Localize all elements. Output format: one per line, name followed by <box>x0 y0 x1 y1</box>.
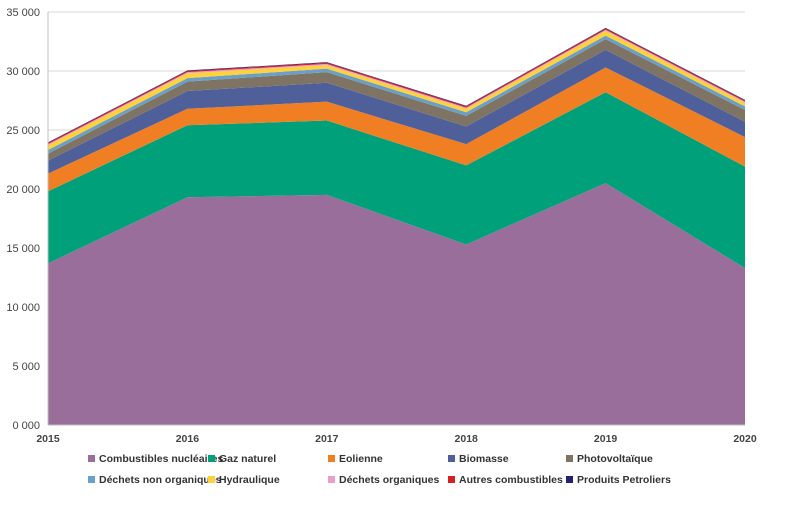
legend-label: Gaz naturel <box>219 453 276 465</box>
legend-swatch <box>566 455 573 462</box>
x-axis: 2015 2016 2017 2018 2019 2020 <box>36 433 757 445</box>
y-tick-label: 30 000 <box>6 66 40 78</box>
y-tick-label: 5 000 <box>12 361 40 373</box>
legend-swatch <box>448 476 455 483</box>
x-tick-label: 2017 <box>315 433 339 445</box>
y-tick-label: 20 000 <box>6 184 40 196</box>
legend-swatch <box>448 455 455 462</box>
area-series-1 <box>48 183 745 425</box>
legend-label: Combustibles nucléaires <box>99 453 223 465</box>
y-axis: 0 000 5 000 10 000 15 000 20 000 25 000 30 000… <box>6 7 40 432</box>
y-tick-label: 15 000 <box>6 243 40 255</box>
area-series-7 <box>48 30 745 151</box>
area-series-3 <box>48 67 745 192</box>
area-series-2 <box>48 92 745 269</box>
x-tick-label: 2019 <box>594 433 618 445</box>
area-series-5 <box>48 39 745 161</box>
legend-label: Déchets non organiques <box>99 474 222 486</box>
y-tick-label: 0 000 <box>12 420 40 432</box>
legend-swatch <box>208 455 215 462</box>
x-tick-label: 2015 <box>36 433 60 445</box>
legend-label: Biomasse <box>459 453 509 465</box>
legend-swatch <box>328 455 335 462</box>
legend-label: Photovoltaïque <box>577 453 653 465</box>
y-tick-label: 35 000 <box>6 7 40 19</box>
legend-label: Autres combustibles <box>459 474 563 486</box>
y-tick-label: 25 000 <box>6 125 40 137</box>
legend-swatch <box>328 476 335 483</box>
legend-swatch <box>208 476 215 483</box>
legend-swatch <box>566 476 573 483</box>
x-tick-label: 2016 <box>176 433 200 445</box>
legend-swatch <box>88 476 95 483</box>
area-series <box>47 12 745 426</box>
x-tick-label: 2020 <box>733 433 757 445</box>
y-tick-label: 10 000 <box>6 302 40 314</box>
x-tick-label: 2018 <box>455 433 479 445</box>
legend-label: Hydraulique <box>219 474 280 486</box>
legend-label: Déchets organiques <box>339 474 440 486</box>
legend-label: Eolienne <box>339 453 383 465</box>
legend-label: Produits Petroliers <box>577 474 671 486</box>
area-series-4 <box>48 49 745 174</box>
legend-swatch <box>88 455 95 462</box>
